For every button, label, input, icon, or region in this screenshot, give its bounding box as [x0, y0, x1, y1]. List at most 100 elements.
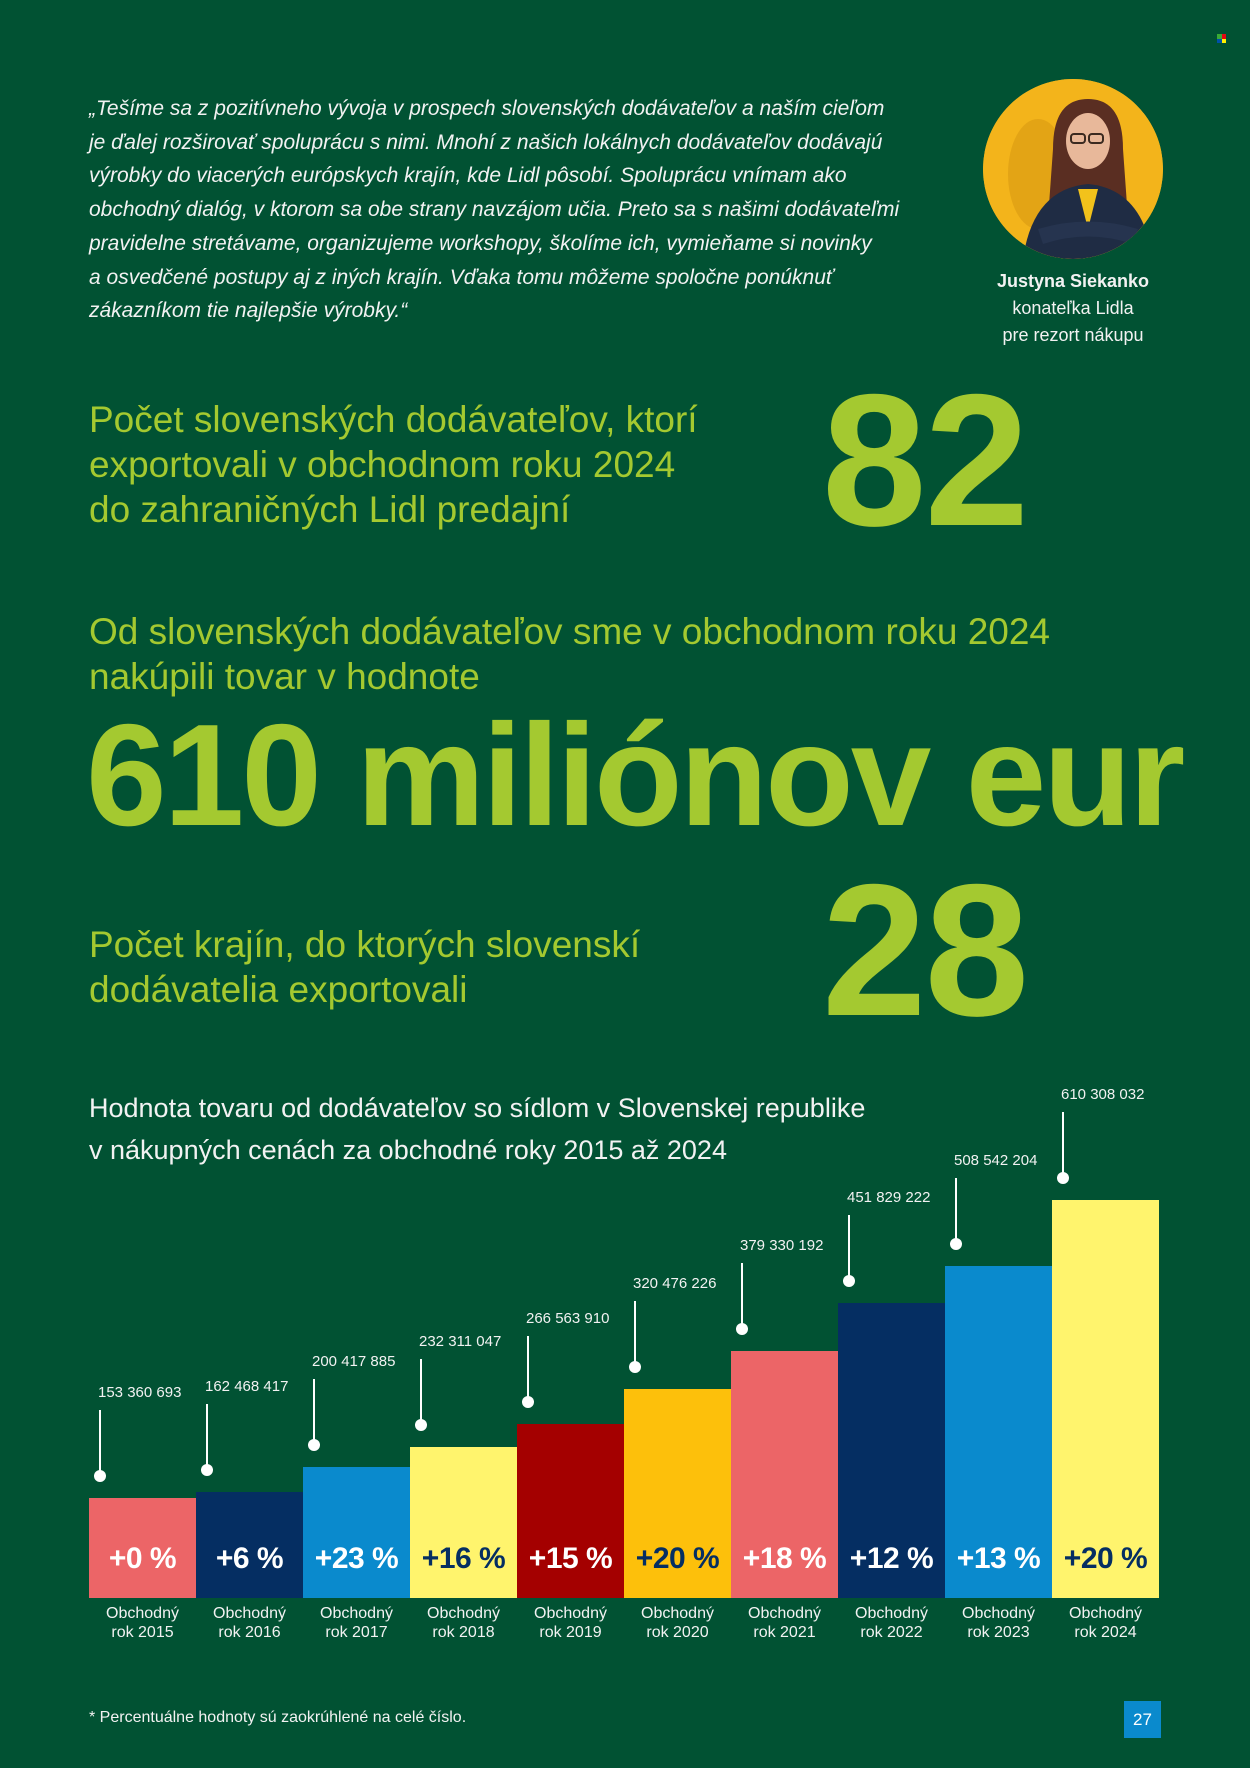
- category-label-line: Obchodný: [213, 1605, 286, 1622]
- quote-line: „Tešíme sa z pozitívneho vývoja v prospe…: [89, 97, 885, 120]
- value-marker-line: [955, 1178, 957, 1244]
- category-label: Obchodný rok 2024: [1052, 1604, 1159, 1642]
- value-marker-line: [634, 1301, 636, 1367]
- value-label: 200 417 885: [312, 1353, 396, 1370]
- chart-title-line: Hodnota tovaru od dodávateľov so sídlom …: [89, 1093, 866, 1123]
- quote-line: pravidelne stretávame, organizujeme work…: [89, 231, 872, 255]
- growth-label: +6 %: [215, 1542, 284, 1575]
- category-label-line: Obchodný: [962, 1605, 1035, 1622]
- value-marker-line: [741, 1263, 743, 1329]
- category-label-line: Obchodný: [320, 1605, 393, 1622]
- category-label-line: rok 2016: [218, 1624, 281, 1641]
- growth-label: +0 %: [108, 1542, 177, 1575]
- footnote: * Percentuálne hodnoty sú zaokrúhlené na…: [89, 1709, 467, 1726]
- stat-label-line: do zahraničných Lidl predajní: [89, 489, 571, 530]
- value-marker-dot: [736, 1323, 748, 1335]
- category-label-line: rok 2020: [646, 1624, 709, 1641]
- chart-bar: +0 %: [89, 1498, 196, 1598]
- category-label-line: rok 2018: [432, 1624, 495, 1641]
- stat-exporters-value: 82: [822, 355, 1029, 565]
- category-label-line: rok 2024: [1074, 1624, 1137, 1641]
- quote-line: obchodný dialóg, v ktorom sa obe strany …: [89, 198, 900, 222]
- chart-bar: +18 %: [731, 1351, 838, 1598]
- stat-label-line: Počet krajín, do ktorých slovenskí: [89, 924, 641, 965]
- person-name: Justyna Siekanko: [996, 271, 1150, 291]
- category-label: Obchodný rok 2016: [196, 1604, 303, 1642]
- growth-label: +12 %: [849, 1542, 934, 1575]
- category-label-line: Obchodný: [855, 1605, 928, 1622]
- stat-purchase-label: Od slovenských dodávateľov sme v obchodn…: [89, 609, 1050, 699]
- growth-label: +18 %: [742, 1542, 827, 1575]
- quote-block: „Tešíme sa z pozitívneho vývoja v prospe…: [89, 92, 969, 328]
- value-label: 610 308 032: [1061, 1086, 1145, 1103]
- stat-exporters-label: Počet slovenských dodávateľov, ktorí exp…: [89, 397, 698, 532]
- value-marker-dot: [94, 1470, 106, 1482]
- value-label: 508 542 204: [954, 1152, 1038, 1169]
- page-number-badge: 27: [1124, 1701, 1161, 1738]
- category-label: Obchodný rok 2020: [624, 1604, 731, 1642]
- growth-label: +13 %: [956, 1542, 1041, 1575]
- value-marker-line: [206, 1404, 208, 1470]
- value-marker-dot: [950, 1238, 962, 1250]
- chart-bar: +12 %: [838, 1303, 945, 1598]
- value-marker-dot: [1057, 1172, 1069, 1184]
- category-label-line: rok 2017: [325, 1624, 388, 1641]
- growth-label: +20 %: [1063, 1542, 1148, 1575]
- category-label-line: Obchodný: [534, 1605, 607, 1622]
- quote-line: výrobky do viacerých európskych krajín, …: [89, 164, 847, 188]
- value-label: 379 330 192: [740, 1237, 824, 1254]
- stat-label-line: nakúpili tovar v hodnote: [89, 656, 480, 697]
- value-label: 153 360 693: [98, 1384, 182, 1401]
- category-label-line: rok 2015: [111, 1624, 174, 1641]
- category-label-line: Obchodný: [641, 1605, 714, 1622]
- value-marker-dot: [522, 1396, 534, 1408]
- chart-bar: +13 %: [945, 1266, 1052, 1598]
- stat-label-line: exportovali v obchodnom roku 2024: [89, 444, 676, 485]
- value-marker-dot: [415, 1419, 427, 1431]
- category-label-line: Obchodný: [106, 1605, 179, 1622]
- growth-label: +15 %: [528, 1542, 613, 1575]
- value-label: 451 829 222: [847, 1189, 931, 1206]
- category-label: Obchodný rok 2023: [945, 1604, 1052, 1642]
- category-label-line: Obchodný: [748, 1605, 821, 1622]
- chart-bar: +23 %: [303, 1467, 410, 1598]
- chart-bar: +16 %: [410, 1447, 517, 1598]
- logo-mark-icon: [1217, 34, 1226, 43]
- category-label: Obchodný rok 2019: [517, 1604, 624, 1642]
- category-label: Obchodný rok 2022: [838, 1604, 945, 1642]
- quote-line: zákazníkom tie najlepšie výrobky.“: [89, 299, 408, 323]
- person-portrait-icon: [983, 79, 1163, 259]
- value-marker-line: [527, 1336, 529, 1402]
- growth-label: +23 %: [314, 1542, 399, 1575]
- stat-label-line: dodávatelia exportovali: [89, 969, 468, 1010]
- value-marker-dot: [201, 1464, 213, 1476]
- value-marker-line: [99, 1410, 101, 1476]
- value-marker-dot: [308, 1439, 320, 1451]
- category-label-line: rok 2022: [860, 1624, 923, 1641]
- stat-countries-label: Počet krajín, do ktorých slovenskí dodáv…: [89, 922, 640, 1012]
- category-label: Obchodný rok 2018: [410, 1604, 517, 1642]
- value-marker-line: [420, 1359, 422, 1425]
- chart-bar: +20 %: [1052, 1200, 1159, 1598]
- value-marker-dot: [843, 1275, 855, 1287]
- chart-bar: +6 %: [196, 1492, 303, 1598]
- growth-label: +20 %: [635, 1542, 720, 1575]
- category-label-line: rok 2021: [753, 1624, 816, 1641]
- growth-label: +16 %: [421, 1542, 506, 1575]
- value-marker-line: [848, 1215, 850, 1281]
- quote-line: je ďalej rozširovať spoluprácu s nimi. M…: [89, 130, 883, 154]
- value-label: 232 311 047: [419, 1333, 502, 1350]
- value-label: 266 563 910: [526, 1310, 610, 1327]
- portrait-photo: [983, 79, 1163, 259]
- category-label: Obchodný rok 2021: [731, 1604, 838, 1642]
- chart-bar: +15 %: [517, 1424, 624, 1598]
- chart-title: Hodnota tovaru od dodávateľov so sídlom …: [89, 1087, 865, 1171]
- stat-label-line: Od slovenských dodávateľov sme v obchodn…: [89, 611, 1051, 652]
- category-label-line: Obchodný: [427, 1605, 500, 1622]
- category-label: Obchodný rok 2015: [89, 1604, 196, 1642]
- person-role: pre rezort nákupu: [1002, 325, 1144, 345]
- chart-title-line: v nákupných cenách za obchodné roky 2015…: [89, 1135, 727, 1165]
- value-marker-dot: [629, 1361, 641, 1373]
- category-label-line: rok 2023: [967, 1624, 1030, 1641]
